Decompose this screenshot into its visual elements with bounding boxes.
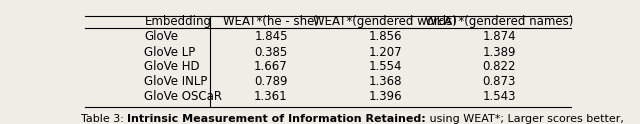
Text: GloVe LP: GloVe LP [145,46,196,59]
Text: 0.873: 0.873 [483,75,516,88]
Text: 0.822: 0.822 [483,60,516,73]
Text: Intrinsic Measurement of Information Retained:: Intrinsic Measurement of Information Ret… [127,114,426,124]
Text: 1.361: 1.361 [254,90,288,103]
Text: GloVe INLP: GloVe INLP [145,75,208,88]
Text: Table 3:: Table 3: [81,114,127,124]
Text: 0.385: 0.385 [254,46,287,59]
Text: 1.554: 1.554 [368,60,402,73]
Text: 1.396: 1.396 [368,90,402,103]
Text: GloVe HD: GloVe HD [145,60,200,73]
Text: WEAT*(gendered words): WEAT*(gendered words) [313,15,457,28]
Text: GloVe OSCaR: GloVe OSCaR [145,90,223,103]
Text: 1.667: 1.667 [254,60,288,73]
Text: 1.543: 1.543 [483,90,516,103]
Text: 1.874: 1.874 [483,30,516,43]
Text: WEAT*(gendered names): WEAT*(gendered names) [425,15,573,28]
Text: Embedding: Embedding [145,15,211,28]
Text: 1.845: 1.845 [254,30,288,43]
Text: 1.389: 1.389 [483,46,516,59]
Text: GloVe: GloVe [145,30,179,43]
Text: 1.856: 1.856 [368,30,402,43]
Text: 0.789: 0.789 [254,75,288,88]
Text: 1.207: 1.207 [368,46,402,59]
Text: 1.368: 1.368 [368,75,402,88]
Text: WEAT*(he - she): WEAT*(he - she) [223,15,319,28]
Text: using WEAT*; Larger scores better,: using WEAT*; Larger scores better, [426,114,624,124]
